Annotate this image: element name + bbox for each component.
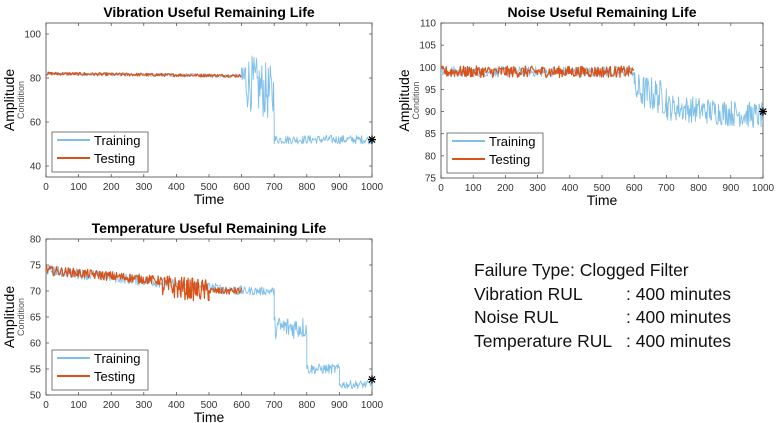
temperature-xtick-label: 400 — [168, 400, 185, 411]
vibration-ytick-label: 100 — [24, 30, 41, 41]
temperature-ytick-label: 80 — [30, 235, 42, 246]
noise-rul-row: Noise RUL : 400 minutes — [474, 306, 774, 330]
noise-ytick-label: 80 — [425, 151, 437, 162]
temperature-xtick-label: 800 — [298, 400, 315, 411]
vibration-ytick-label: 60 — [30, 118, 42, 129]
noise-ytick-label: 90 — [425, 107, 437, 118]
noise-xtick-label: 100 — [465, 183, 482, 194]
vibration-ylabel-sub: Condition — [16, 81, 26, 119]
temperature-legend-label-training: Training — [94, 351, 140, 366]
vibration-rul-row: Vibration RUL : 400 minutes — [474, 283, 774, 307]
temperature-rul-marker — [368, 375, 376, 384]
temperature-rul-label: Temperature RUL — [474, 330, 613, 351]
noise-xtick-label: 700 — [658, 183, 675, 194]
noise-xtick-label: 1000 — [752, 183, 775, 194]
temperature-legend: Training Testing — [51, 349, 149, 391]
vibration-legend: Training Testing — [51, 131, 149, 173]
temperature-xtick-label: 700 — [266, 400, 283, 411]
noise-xtick-label: 600 — [626, 183, 643, 194]
temperature-ytick-label: 50 — [30, 391, 42, 402]
noise-legend: Training Testing — [446, 132, 544, 174]
vibration-xtick-label: 1000 — [361, 182, 384, 193]
noise-xtick-label: 200 — [497, 183, 514, 194]
noise-legend-label-training: Training — [489, 134, 535, 149]
temperature-ylabel: Amplitude — [1, 286, 17, 348]
vibration-chart: Vibration Useful Remaining Life 0 100 200 30… — [1, 4, 384, 207]
vibration-legend-label-testing: Testing — [94, 151, 135, 166]
noise-rul-label: Noise RUL — [474, 307, 559, 327]
noise-rul-marker — [759, 107, 767, 116]
vibration-series-testing — [46, 71, 242, 78]
temperature-xtick-label: 900 — [331, 400, 348, 411]
vibration-rul-marker — [368, 135, 376, 144]
vibration-title: Vibration Useful Remaining Life — [103, 4, 315, 20]
noise-legend-label-testing: Testing — [489, 152, 530, 167]
noise-xtick-label: 900 — [722, 183, 739, 194]
temperature-rul-value: : 400 minutes — [626, 330, 732, 351]
vibration-xtick-label: 500 — [201, 182, 218, 193]
vibration-legend-label-training: Training — [94, 133, 140, 148]
noise-ytick-label: 75 — [425, 174, 437, 185]
temperature-xtick-label: 0 — [43, 400, 49, 411]
noise-xtick-label: 800 — [690, 183, 707, 194]
noise-ytick-label: 95 — [425, 85, 437, 96]
noise-ytick-label: 105 — [419, 41, 436, 52]
vibration-xtick-label: 100 — [70, 182, 87, 193]
vibration-rul-value: : 400 minutes — [626, 283, 732, 304]
temperature-ylabel-sub: Condition — [16, 298, 26, 336]
temperature-ytick-label: 70 — [30, 287, 42, 298]
vibration-ytick-label: 40 — [30, 162, 42, 173]
vibration-ylabel: Amplitude — [1, 69, 17, 131]
temperature-chart: Temperature Useful Remaining Life 0 100 200… — [1, 220, 384, 423]
temperature-ytick-label: 65 — [30, 313, 42, 324]
temperature-ytick-label: 55 — [30, 365, 42, 376]
noise-xtick-label: 400 — [561, 183, 578, 194]
temperature-xtick-label: 600 — [233, 400, 250, 411]
vibration-xtick-label: 600 — [233, 182, 250, 193]
vibration-xtick-label: 300 — [135, 182, 152, 193]
noise-ytick-label: 100 — [419, 63, 436, 74]
noise-ylabel-sub: Condition — [411, 81, 421, 119]
noise-ytick-label: 85 — [425, 129, 437, 140]
temperature-xtick-label: 1000 — [361, 400, 384, 411]
temperature-title: Temperature Useful Remaining Life — [92, 220, 327, 236]
failure-type: Failure Type: Clogged Filter — [474, 260, 689, 280]
temperature-rul-row: Temperature RUL : 400 minutes — [474, 330, 774, 354]
noise-ylabel: Amplitude — [396, 69, 412, 131]
vibration-xtick-label: 800 — [298, 182, 315, 193]
noise-rul-value: : 400 minutes — [626, 307, 732, 327]
vibration-xlabel: Time — [194, 191, 225, 207]
temperature-xtick-label: 300 — [135, 400, 152, 411]
vibration-xtick-label: 700 — [266, 182, 283, 193]
temperature-xtick-label: 100 — [70, 400, 87, 411]
temperature-ytick-label: 75 — [30, 261, 42, 272]
noise-xlabel: Time — [587, 192, 618, 208]
temperature-ytick-label: 60 — [30, 339, 42, 350]
temperature-xtick-label: 200 — [103, 400, 120, 411]
vibration-xtick-label: 0 — [43, 182, 49, 193]
rul-summary: Failure Type: Clogged Filter Vibration R… — [474, 259, 774, 353]
temperature-xtick-label: 500 — [201, 400, 218, 411]
noise-title: Noise Useful Remaining Life — [507, 4, 696, 20]
noise-ytick-label: 110 — [420, 19, 436, 30]
vibration-xtick-label: 400 — [168, 182, 185, 193]
vibration-xtick-label: 900 — [331, 182, 348, 193]
vibration-xtick-label: 200 — [103, 182, 120, 193]
noise-chart: Noise Useful Remaining Life 0 100 200 300 400… — [396, 4, 775, 208]
temperature-legend-label-testing: Testing — [94, 369, 135, 384]
temperature-xlabel: Time — [194, 409, 225, 423]
vibration-ytick-label: 80 — [30, 74, 42, 85]
temperature-series-testing — [46, 265, 243, 302]
noise-series-testing — [441, 65, 635, 79]
noise-xtick-label: 500 — [594, 183, 611, 194]
noise-xtick-label: 0 — [438, 183, 444, 194]
vibration-rul-label: Vibration RUL — [474, 283, 583, 304]
noise-xtick-label: 300 — [529, 183, 546, 194]
